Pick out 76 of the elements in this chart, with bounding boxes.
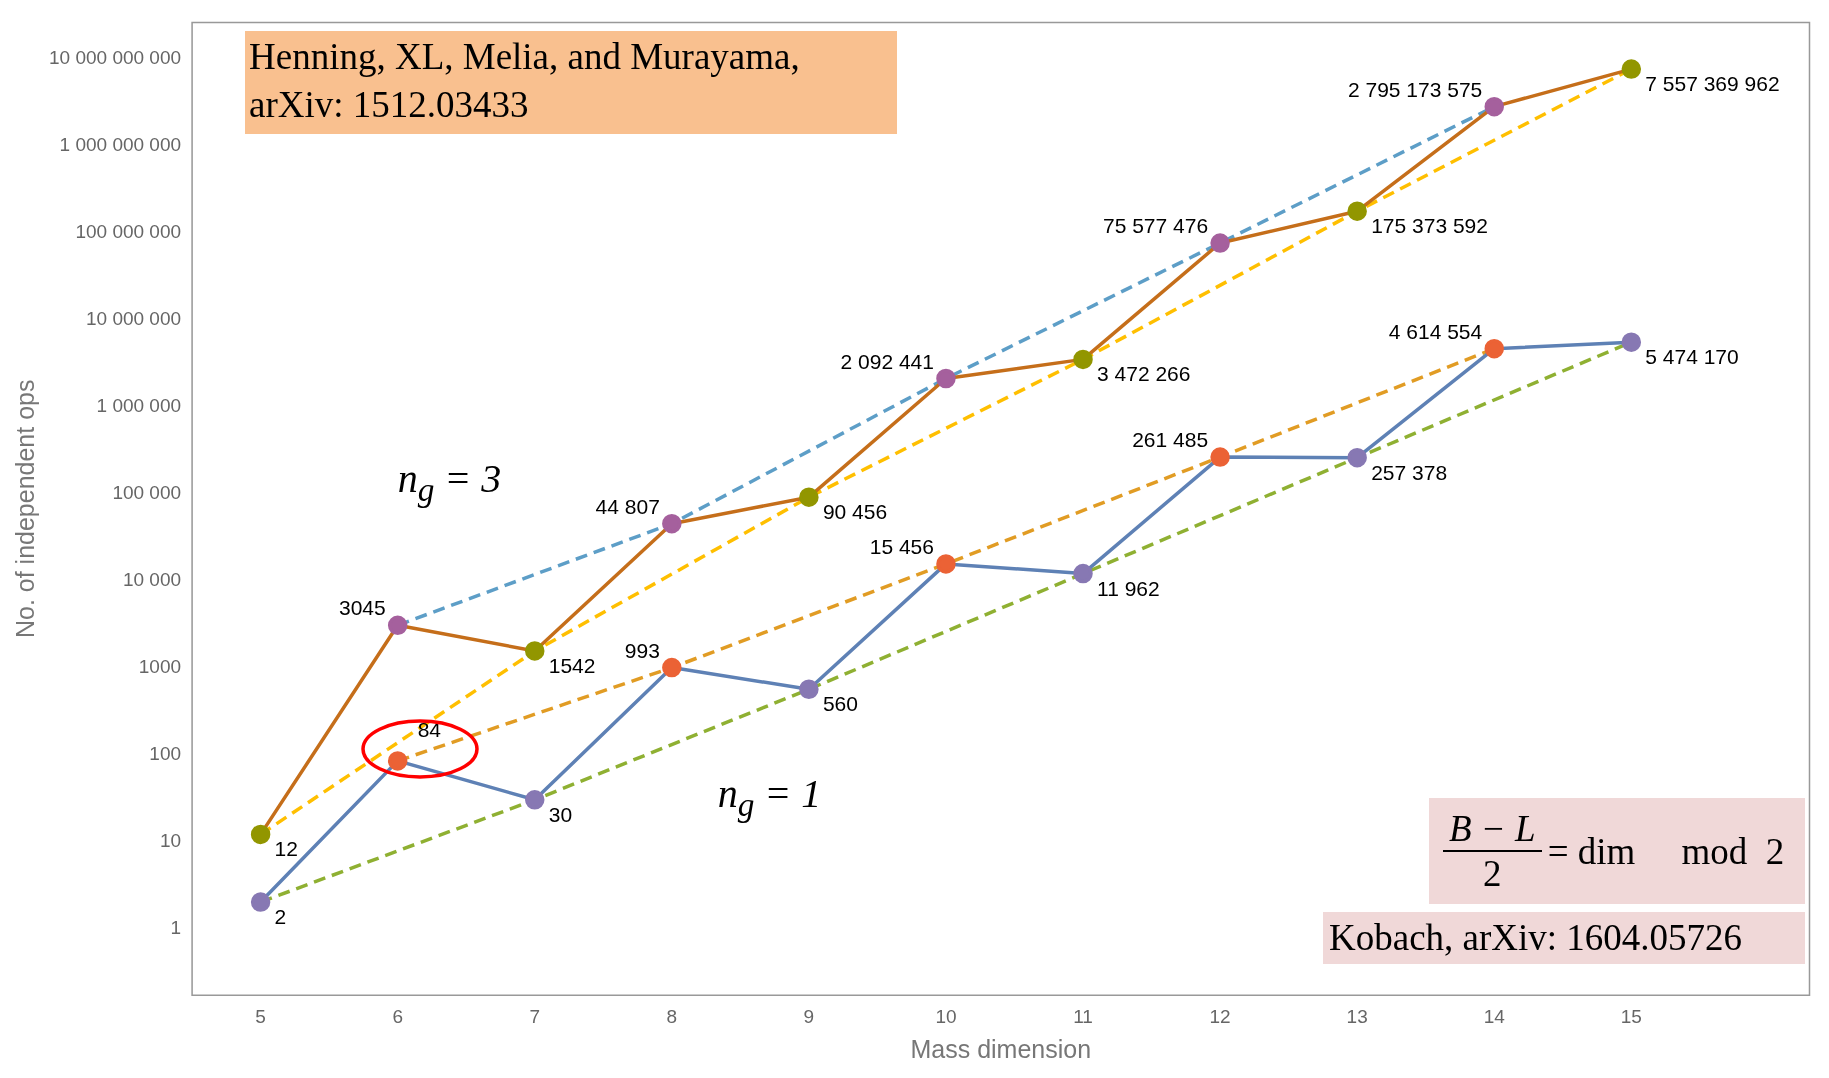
point [525,790,545,810]
annotation: Henning, XL, Melia, and Murayama, [249,35,801,79]
data-label: 2 092 441 [840,349,934,373]
series-label: n$_{g}$ = 1 [717,769,822,824]
y-tick-label: 100 [149,742,182,764]
x-tick-label: 6 [392,1005,403,1027]
data-label: 44 807 [595,494,660,518]
x-tick-label: 15 [1620,1005,1642,1027]
x-tick-label: 14 [1483,1005,1506,1027]
data-label: 75 577 476 [1102,214,1209,238]
point [799,679,819,699]
data-label: 2 795 173 575 [1347,77,1483,101]
data-label: 12 [274,837,298,861]
point [799,487,819,507]
point [1484,338,1504,359]
point [1073,349,1093,370]
point [1347,447,1367,468]
data-label: 3045 [338,596,386,620]
x-tick-label: 12 [1209,1005,1231,1027]
data-label: 30 [548,802,573,826]
point [387,751,408,771]
data-label: 2 [274,905,287,929]
y-tick-label: 1 [170,916,182,938]
point [1484,96,1504,117]
point [250,824,271,845]
annotation: B − L [1443,807,1542,852]
y-tick-label: 10 000 000 [85,307,182,329]
point [1621,332,1642,352]
point [662,657,682,678]
point [936,368,956,389]
text: n$_{g}$ = 3 [397,455,502,510]
data-label: 993 [624,638,660,662]
x-tick-label: 10 [935,1005,957,1027]
point [1621,59,1642,79]
point [1210,447,1230,467]
data-label: 11 962 [1097,576,1160,600]
data-label: 15 456 [869,534,934,558]
data-label: 4 614 554 [1388,319,1483,343]
y-axis-title: No. of independent ops [10,379,39,639]
x-tick-label: 5 [255,1005,266,1027]
y-tick-label: 1000 [138,655,182,677]
data-label: 257 378 [1371,460,1448,484]
point [1347,201,1367,221]
y-tick-label: 100 000 [112,481,182,503]
data-label: 3 472 266 [1097,362,1191,386]
y-tick-label: 1 000 000 [96,394,182,416]
x-axis-title: Mass dimension [910,1034,1092,1063]
data-label: 261 485 [1132,428,1209,452]
point [387,615,408,636]
data-label: 560 [822,692,858,716]
x-tick-label: 11 [1073,1005,1093,1027]
y-tick-label: 10 000 000 000 [48,46,182,68]
y-tick-label: 100 000 000 [75,220,182,242]
y-tick-label: 10 000 [122,568,182,590]
y-tick-label: 10 [159,829,182,851]
data-label: 90 456 [822,500,888,524]
point [1210,233,1230,253]
data-label: 5 474 170 [1645,345,1739,369]
x-tick-label: 7 [529,1005,541,1027]
x-tick-label: 8 [666,1005,678,1027]
point [1073,563,1093,584]
data-label: 84 [417,717,442,741]
point [936,554,956,574]
point [662,513,682,534]
annotation: arXiv: 1512.03433 [249,83,530,127]
point [250,892,271,912]
point [525,641,545,661]
data-label: 7 557 369 962 [1645,72,1780,96]
y-tick-label: 1 000 000 000 [59,133,182,155]
x-tick-label: 13 [1346,1005,1368,1027]
annotation: 2 [1483,852,1502,895]
annotation: Kobach, arXiv: 1604.05726 [1323,912,1805,964]
annotation: = dim mod 2 [1547,829,1785,873]
data-label: 175 373 592 [1371,214,1488,238]
x-tick-label: 9 [803,1005,815,1027]
data-label: 1542 [548,653,596,677]
